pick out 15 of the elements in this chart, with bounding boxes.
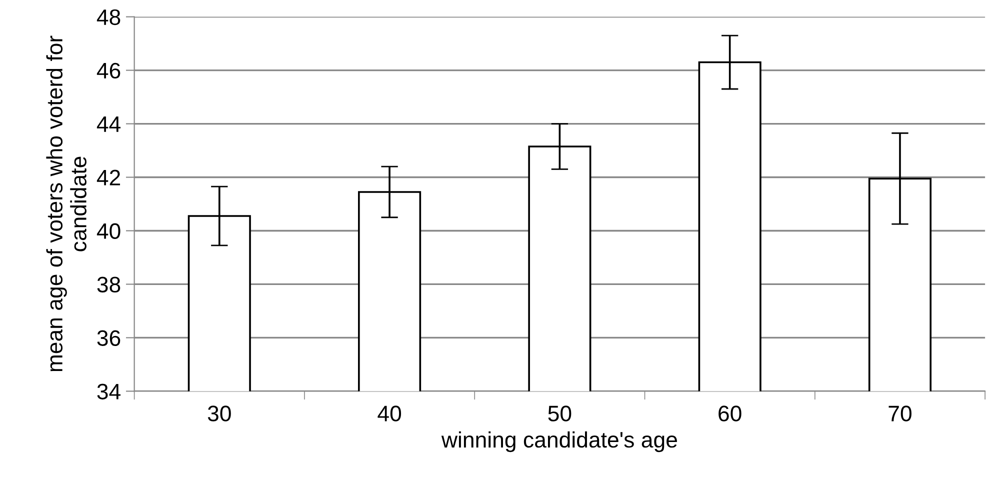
y-tick-label: 36 <box>97 330 120 346</box>
y-tick-label: 34 <box>97 384 120 400</box>
x-tick-label: 60 <box>718 406 742 422</box>
y-tick-label: 40 <box>96 223 120 240</box>
x-tick-label: 40 <box>378 406 402 422</box>
x-axis-title: winning candidate's age <box>441 431 677 452</box>
y-tick-label: 38 <box>97 276 120 292</box>
y-tick-label: 46 <box>96 62 120 79</box>
x-tick-label: 30 <box>208 406 231 422</box>
y-tick-label: 48 <box>96 9 120 26</box>
y-tick-label: 42 <box>96 170 120 186</box>
y-axis-title: mean age of voters who voterd for candidate <box>46 36 86 372</box>
x-tick-label: 70 <box>888 406 912 422</box>
y-tick-label: 44 <box>96 116 120 132</box>
x-tick-label: 50 <box>548 406 572 422</box>
